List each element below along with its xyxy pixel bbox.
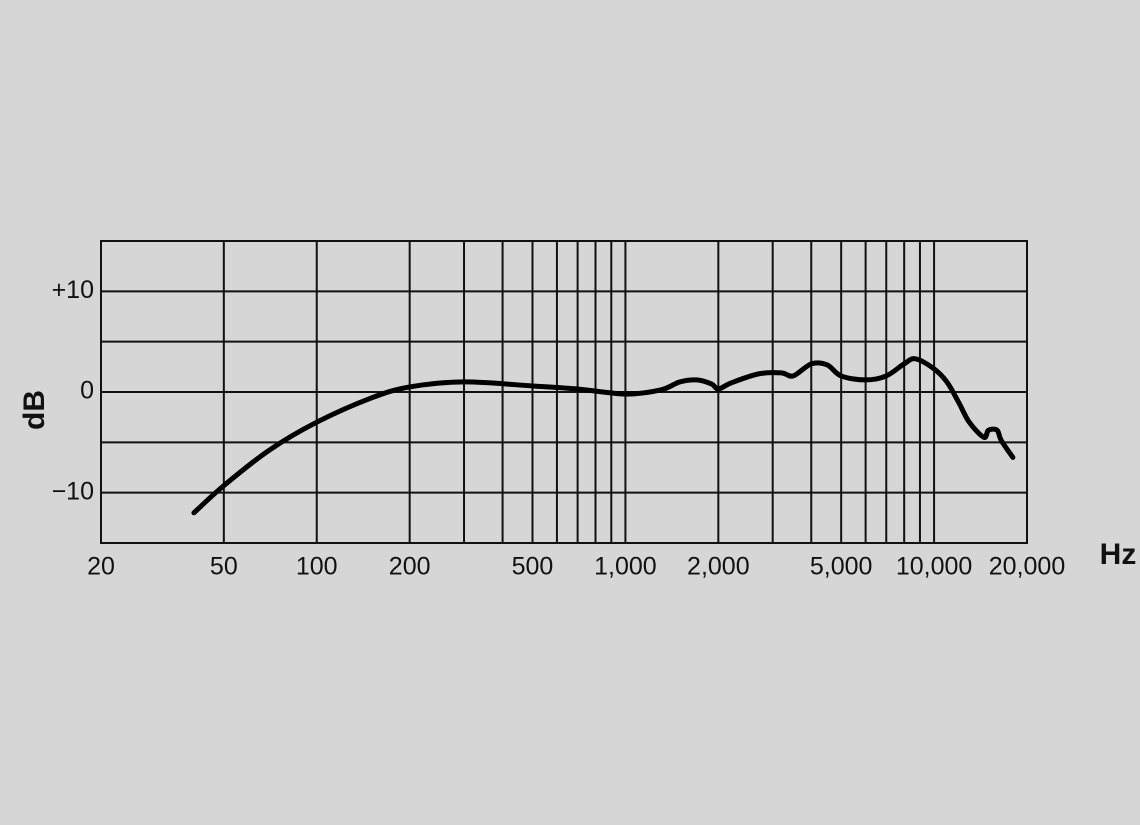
x-axis-title: Hz bbox=[1100, 538, 1137, 571]
y-tick-label: 0 bbox=[80, 377, 94, 405]
plot-frame bbox=[100, 240, 1028, 544]
y-tick-label: −10 bbox=[52, 477, 94, 505]
x-tick-label: 100 bbox=[296, 553, 338, 581]
y-axis-title: dB bbox=[18, 390, 51, 430]
y-tick-label: +10 bbox=[52, 276, 94, 304]
x-tick-label: 50 bbox=[210, 553, 238, 581]
x-tick-label: 200 bbox=[389, 553, 431, 581]
x-tick-label: 20 bbox=[87, 553, 115, 581]
x-tick-label: 10,000 bbox=[896, 553, 972, 581]
response-line bbox=[191, 356, 1016, 516]
x-tick-label: 5,000 bbox=[810, 553, 873, 581]
x-tick-label: 2,000 bbox=[687, 553, 750, 581]
x-tick-label: 20,000 bbox=[989, 553, 1065, 581]
x-tick-label: 500 bbox=[512, 553, 554, 581]
x-tick-label: 1,000 bbox=[594, 553, 657, 581]
